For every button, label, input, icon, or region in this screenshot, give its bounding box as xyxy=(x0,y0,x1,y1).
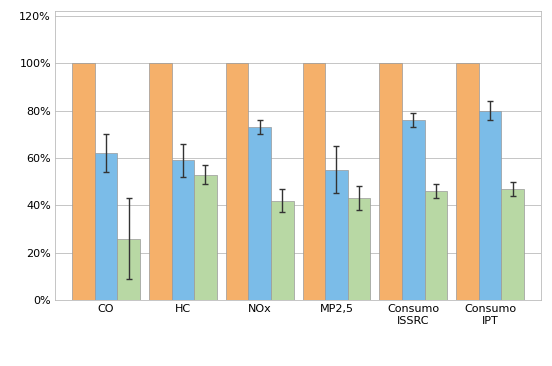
Bar xyxy=(118,239,140,300)
Bar xyxy=(149,63,172,300)
Bar xyxy=(479,111,501,300)
Bar xyxy=(402,120,424,300)
Bar xyxy=(325,170,348,300)
Bar xyxy=(501,189,524,300)
Bar xyxy=(194,175,217,300)
Bar xyxy=(172,160,194,300)
Bar xyxy=(226,63,248,300)
Bar xyxy=(379,63,402,300)
Bar xyxy=(348,198,370,300)
Bar xyxy=(271,201,294,300)
Bar xyxy=(302,63,325,300)
Bar xyxy=(248,127,271,300)
Bar xyxy=(72,63,95,300)
Bar xyxy=(457,63,479,300)
Bar xyxy=(424,191,447,300)
Bar xyxy=(95,153,118,300)
